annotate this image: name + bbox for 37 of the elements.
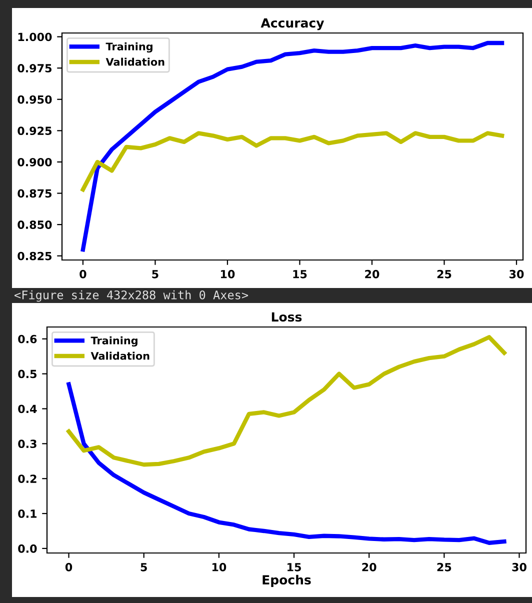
y-tick-label: 0.2: [18, 474, 36, 483]
y-tick-label: 1.000: [18, 32, 52, 42]
x-tick-label: 25: [437, 562, 452, 572]
x-axis-title: Epochs: [262, 574, 311, 587]
y-tick-label: 0.925: [18, 126, 52, 136]
y-tick-label: 0.0: [18, 544, 37, 553]
y-tick-label: 0.4: [18, 404, 37, 414]
y-tick-label: 0.1: [18, 510, 37, 518]
x-tick-label: 0: [80, 270, 86, 278]
x-tick-label: 10: [220, 270, 235, 278]
y-tick-label: 0.975: [18, 64, 52, 72]
y-tick-label: 0.875: [18, 189, 52, 198]
x-tick-label: 15: [293, 270, 307, 278]
x-tick-label: 0: [65, 562, 72, 572]
chart-title: Accuracy: [260, 18, 324, 30]
text: <Figure size 432x288 with 0 Axes>: [14, 290, 248, 302]
x-tick-label: 15: [288, 563, 301, 572]
legend-label: Validation: [90, 352, 150, 360]
x-tick-label: 25: [437, 270, 452, 278]
x-tick-label: 20: [365, 270, 380, 278]
x-tick-label: 5: [140, 563, 147, 572]
legend-label: Training: [90, 336, 138, 347]
x-tick-label: 5: [152, 270, 158, 278]
x-tick-label: 10: [212, 562, 226, 572]
y-tick-label: 0.850: [18, 220, 52, 229]
chart-title: Loss: [272, 312, 302, 322]
x-tick-label: 20: [362, 562, 376, 572]
y-tick-label: 0.900: [18, 158, 52, 166]
x-tick-label: 30: [512, 562, 526, 572]
y-tick-label: 0.825: [18, 252, 52, 260]
legend-label: Training: [106, 42, 152, 53]
y-tick-label: 0.6: [18, 334, 37, 344]
y-tick-label: 0.5: [18, 370, 36, 378]
x-tick-label: 30: [510, 270, 524, 278]
y-tick-label: 0.950: [18, 95, 52, 104]
y-tick-label: 0.3: [18, 440, 36, 448]
legend-label: Validation: [106, 58, 164, 66]
